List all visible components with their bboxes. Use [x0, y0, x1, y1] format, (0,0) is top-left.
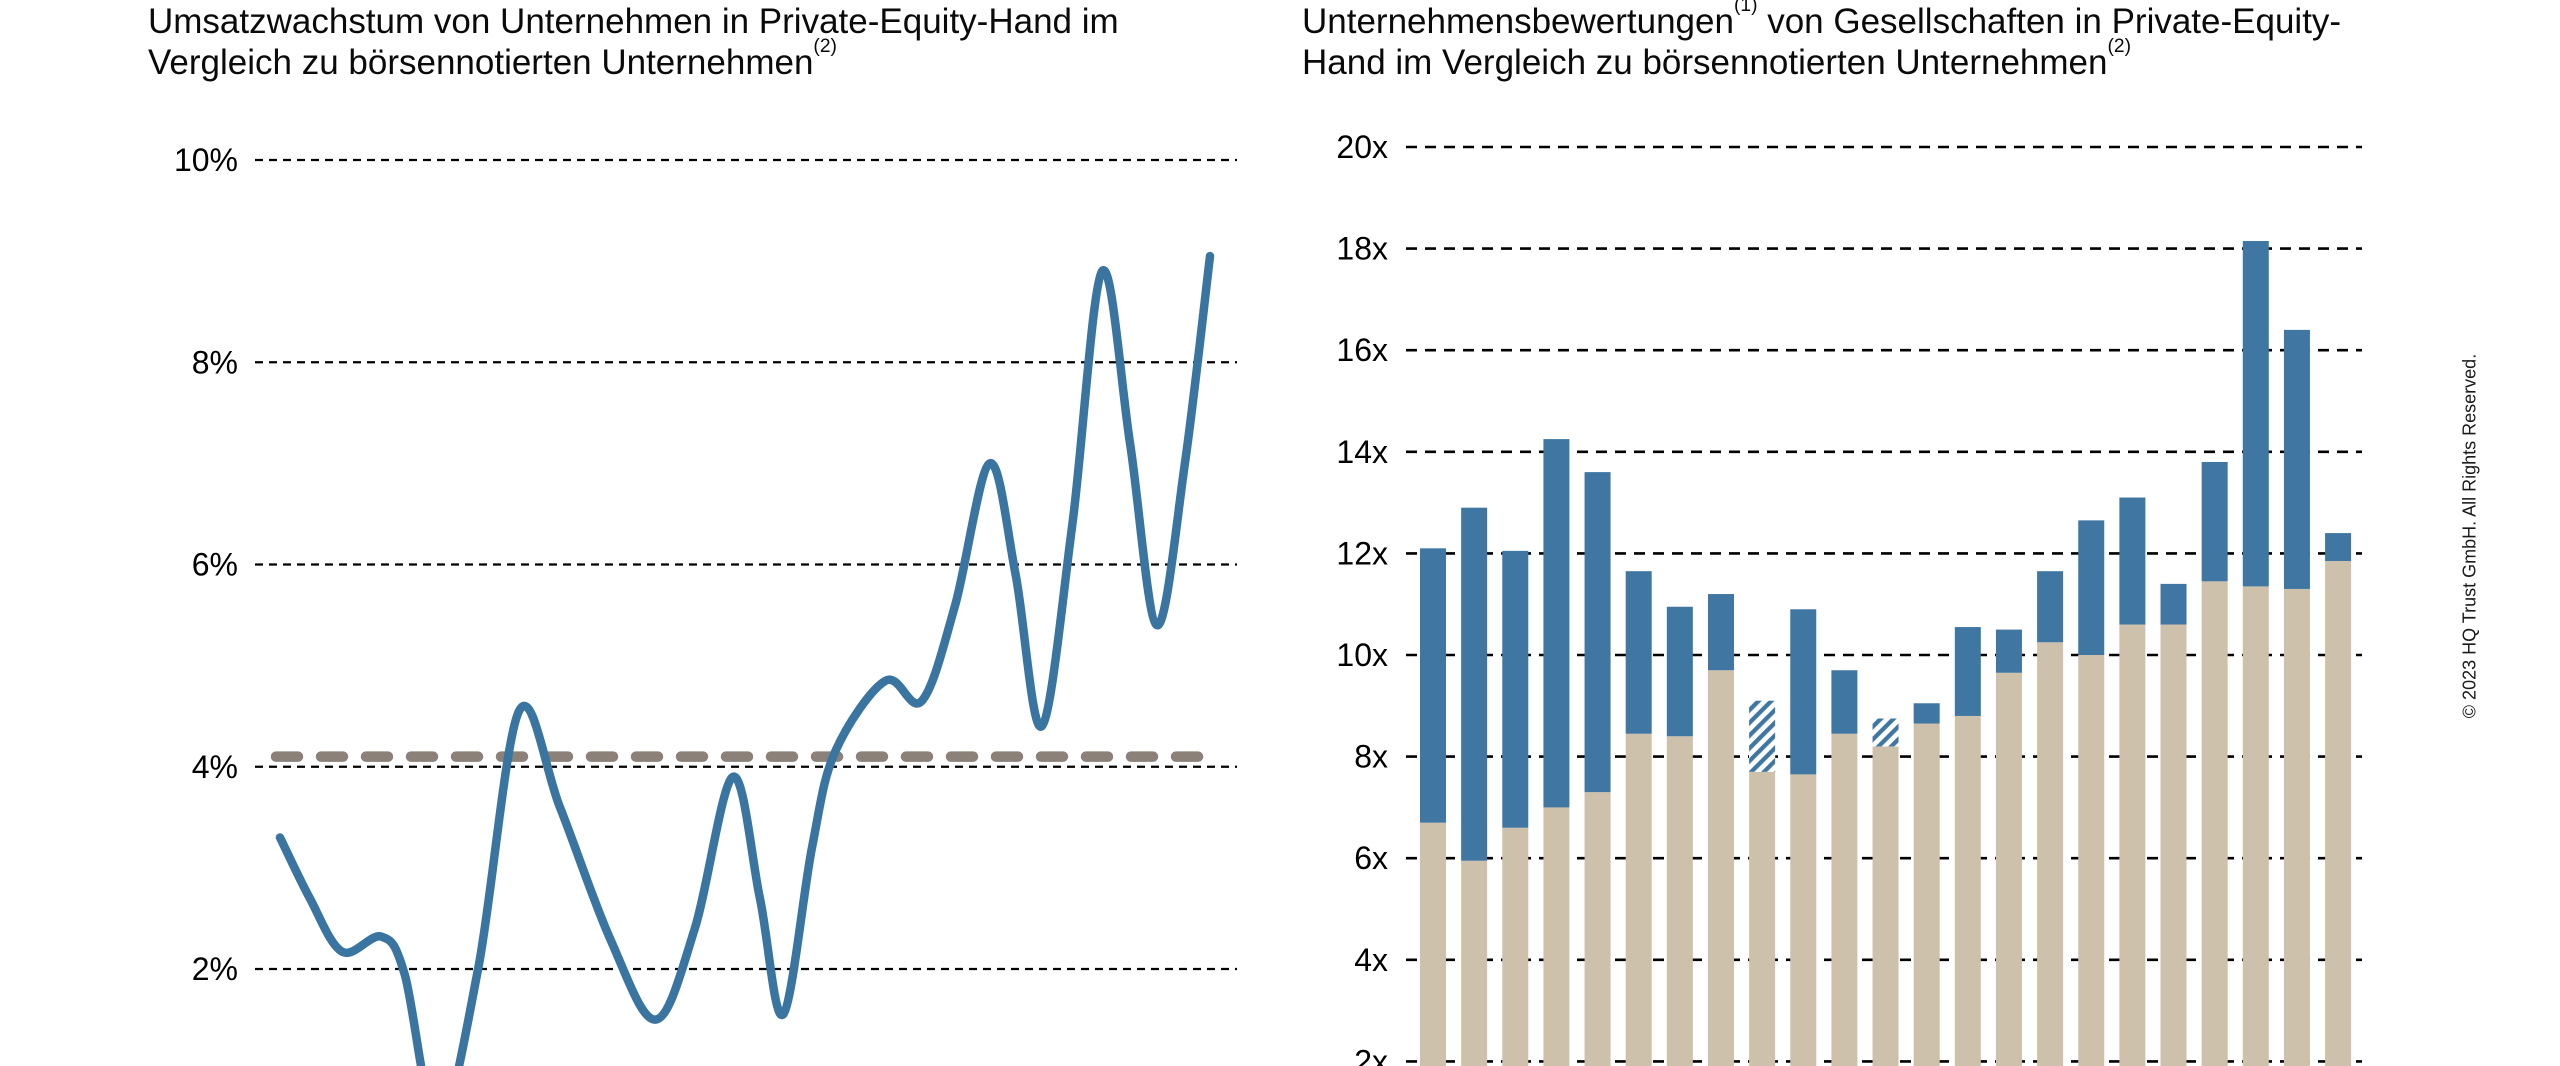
bar-segment-blue: [2201, 461, 2228, 582]
right-y-tick-label: 14x: [1336, 434, 1388, 470]
right-y-tick-label: 6x: [1354, 840, 1388, 876]
bar-segment-tan: [1461, 860, 1488, 1066]
right-y-tick-label: 10x: [1336, 637, 1388, 673]
bar-segment-tan: [2037, 642, 2064, 1066]
footnote-marker-2: (2): [813, 35, 837, 57]
right-y-tick-label: 8x: [1354, 739, 1388, 775]
bar-segment-tan: [1502, 827, 1529, 1066]
left-y-tick-label: 2%: [192, 951, 238, 987]
right-chart-title-line1: Unternehmensbewertungen(1) von Gesellsch…: [1302, 0, 2341, 42]
footnote-marker-1: (1): [1733, 0, 1758, 16]
bar-segment-blue: [1831, 670, 1858, 734]
bar-segment-tan: [1666, 736, 1693, 1066]
copyright-notice: © 2023 HQ Trust GmbH. All Rights Reserve…: [2459, 353, 2480, 719]
bar-segment-tan: [2078, 655, 2105, 1066]
left-y-tick-label: 4%: [192, 749, 238, 785]
left-chart-title-line1: Umsatzwachstum von Unternehmen in Privat…: [148, 2, 1119, 41]
right-y-tick-label: 4x: [1354, 942, 1388, 978]
bar-segment-blue: [1913, 703, 1940, 724]
bar-segment-blue: [1995, 629, 2022, 673]
bar-segment-blue: [2078, 520, 2105, 655]
bar-segment-blue: [1461, 507, 1488, 861]
bar-segment-blue: [1543, 439, 1570, 808]
bar-segment-blue: [1954, 627, 1981, 716]
bar-segment-tan: [1872, 746, 1899, 1066]
right-y-tick-label: 12x: [1336, 535, 1388, 571]
right-chart-area: 20x 18x 16x 14x 12x 10x 8x 6x 4x 2x: [1336, 129, 2362, 1066]
bar-segment-blue: [1625, 571, 1652, 734]
bar-segment-blue: [2283, 329, 2310, 589]
right-y-tick-label: 16x: [1336, 332, 1388, 368]
bar-segment-blue: [2119, 497, 2146, 625]
bar-segment-tan: [1913, 723, 1940, 1066]
right-chart-title-line2: Hand im Vergleich zu börsennotierten Unt…: [1302, 35, 2131, 82]
right-y-tick-label: 20x: [1336, 129, 1388, 165]
bar-segment-blue: [1502, 550, 1529, 828]
bar-segment-tan: [2119, 624, 2146, 1066]
bar-segment-tan: [1420, 822, 1446, 1066]
bar-segment-blue: [1707, 594, 1734, 671]
bar-segment-tan: [2160, 624, 2187, 1066]
bar-segment-tan: [1954, 715, 1981, 1066]
left-chart-title: Umsatzwachstum von Unternehmen in Privat…: [148, 1, 1119, 83]
right-y-tick-label: 18x: [1336, 231, 1388, 267]
bar-segment-blue: [2160, 583, 2187, 625]
bar-segment-tan: [2325, 561, 2352, 1066]
bar-segment-hatched: [1749, 700, 1776, 772]
bar-segment-tan: [2242, 586, 2269, 1066]
left-y-tick-label: 10%: [174, 142, 238, 178]
growth-line: [275, 251, 1215, 1066]
bar-segment-tan: [1831, 733, 1858, 1066]
bar-segment-tan: [1790, 774, 1817, 1066]
bar-segment-tan: [1543, 807, 1570, 1066]
left-chart-area: 10% 8% 6% 4% 2%: [174, 142, 1237, 1066]
bar-segment-blue: [1584, 472, 1611, 793]
right-chart-title: Unternehmensbewertungen(1) von Gesellsch…: [1302, 0, 2341, 83]
bar-segment-blue: [2325, 533, 2352, 562]
bar-segment-blue: [2037, 571, 2064, 643]
left-y-tick-label: 6%: [192, 547, 238, 583]
bar-segment-hatched: [1872, 718, 1899, 747]
bar-segment-tan: [1995, 672, 2022, 1066]
bar-segment-tan: [1584, 792, 1611, 1066]
bar-segment-blue: [1790, 609, 1817, 775]
bar-segment-tan: [2283, 588, 2310, 1066]
bar-segment-tan: [1749, 771, 1776, 1066]
bar-segment-tan: [1625, 733, 1652, 1066]
left-y-tick-label: 8%: [192, 344, 238, 380]
bar-segment-tan: [2201, 581, 2228, 1066]
footnote-marker-2: (2): [2107, 35, 2131, 57]
right-y-tick-label: 2x: [1354, 1043, 1388, 1066]
bar-segment-blue: [2242, 240, 2269, 587]
bar-segment-blue: [1666, 606, 1693, 737]
left-chart-title-line2: Vergleich zu börsennotierten Unternehmen…: [148, 35, 837, 82]
bar-segment-tan: [1707, 670, 1734, 1066]
bar-segment-blue: [1420, 548, 1446, 823]
